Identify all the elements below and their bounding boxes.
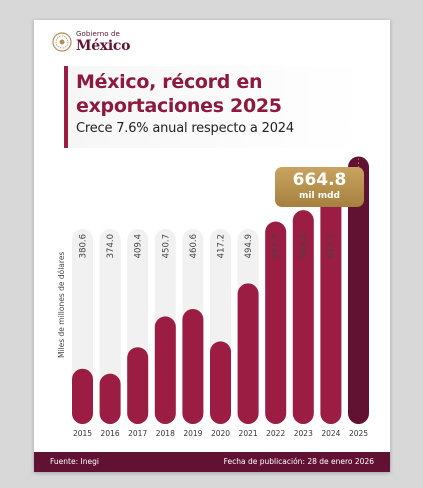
bar-2018: [154, 316, 176, 424]
x-tick-label-group: 2015 2016 2017 2018 2019 2020 2021 2022 2023 2024…: [73, 429, 368, 438]
title-panel: [64, 66, 364, 148]
bar-2019: [182, 308, 204, 424]
bar-group: [72, 156, 369, 424]
bar-2021: [237, 283, 259, 424]
x-tick-2023: 2023: [294, 429, 313, 438]
page-title: México, récord en exportaciones 2025: [76, 71, 282, 117]
footer-publication-date: Fecha de publicación: 28 de enero 2026: [223, 457, 374, 466]
exports-bar-chart: 380.6 374.0 409.4 450.7 460.6 417.2 494.9 577.7…: [57, 156, 369, 438]
x-tick-2022: 2022: [266, 429, 285, 438]
x-tick-2021: 2021: [239, 429, 258, 438]
x-tick-2017: 2017: [128, 429, 147, 438]
value-label-2022: 577.7: [272, 234, 282, 258]
seal-icon: [52, 32, 72, 52]
value-label-2015: 380.6: [79, 234, 89, 258]
value-label-2019: 460.6: [189, 234, 199, 258]
bar-2015: [72, 368, 93, 424]
value-label-2017: 409.4: [134, 234, 144, 258]
value-label-2021: 494.9: [244, 234, 254, 258]
x-tick-2019: 2019: [183, 429, 202, 438]
x-tick-2018: 2018: [156, 429, 175, 438]
x-tick-2020: 2020: [211, 429, 230, 438]
value-label-2018: 450.7: [161, 234, 171, 258]
value-label-2016: 374.0: [106, 234, 116, 258]
value-label-2023: 593.0: [299, 234, 309, 258]
bar-2025: [348, 156, 369, 424]
x-tick-2016: 2016: [101, 429, 120, 438]
bar-2017: [127, 347, 149, 424]
x-tick-2025: 2025: [349, 429, 368, 438]
page-subtitle: Crece 7.6% anual respecto a 2024: [76, 121, 294, 136]
gobierno-de-mexico-logo: Gobierno de México: [52, 30, 172, 54]
x-tick-2024: 2024: [321, 429, 340, 438]
title-accent-bar: [64, 66, 68, 148]
x-tick-2015: 2015: [73, 429, 92, 438]
bar-2023: [292, 210, 314, 424]
highlight-callout: 664.8 mil mdd: [275, 167, 364, 207]
value-label-2024: 617.7: [327, 234, 337, 258]
bar-2022: [265, 221, 287, 424]
bar-2016: [99, 373, 121, 424]
footer-bar: Fuente: Inegi Fecha de publicación: 28 d…: [34, 452, 390, 472]
logo-text-big: México: [76, 38, 131, 54]
value-label-group: 380.6 374.0 409.4 450.7 460.6 417.2 494.9 577.7…: [79, 234, 337, 258]
value-label-2020: 417.2: [217, 234, 227, 258]
footer-source: Fuente: Inegi: [50, 457, 99, 466]
callout-value: 664.8: [292, 170, 347, 190]
y-axis-label: Miles de millones de dólares: [57, 252, 66, 358]
bar-2020: [210, 341, 231, 424]
infographic-card: Gobierno de México México, récord en exp…: [34, 20, 390, 472]
logo-text-small: Gobierno de: [76, 30, 120, 38]
bar-2024: [320, 191, 342, 424]
callout-unit: mil mdd: [299, 191, 340, 201]
